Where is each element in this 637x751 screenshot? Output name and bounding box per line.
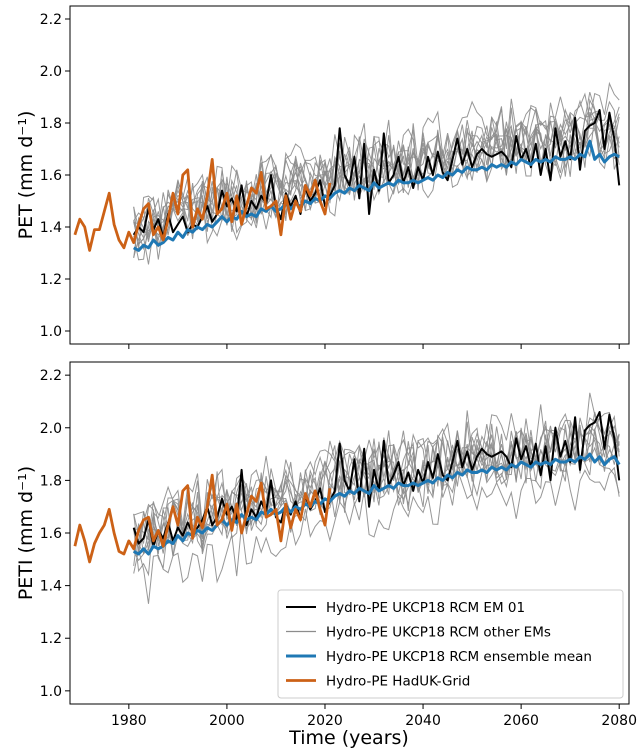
series-line-other-em — [133, 99, 620, 246]
legend: Hydro-PE UKCP18 RCM EM 01 Hydro-PE UKCP18… — [277, 589, 624, 699]
plot-area — [73, 81, 621, 265]
y-tick-label: 1.4 — [40, 579, 62, 595]
series-line-other-em — [133, 91, 620, 265]
y-axis-label: PETI (mm d⁻¹) — [15, 466, 37, 600]
y-tick-label: 2.2 — [40, 368, 62, 384]
y-tick-label: 2.2 — [40, 12, 62, 28]
x-tick-label: 2040 — [405, 713, 441, 729]
x-tick-label: 2080 — [601, 713, 637, 729]
x-tick-label: 2020 — [307, 713, 343, 729]
x-tick-label: 2060 — [503, 713, 539, 729]
series-line-mean — [132, 452, 621, 556]
y-tick-label: 2.0 — [40, 421, 62, 437]
series-line-other-em — [133, 111, 620, 258]
y-tick-label: 1.0 — [40, 684, 62, 700]
legend-box — [277, 589, 624, 699]
legend-label-others: Hydro-PE UKCP18 RCM other EMs — [326, 625, 551, 641]
y-tick-label: 1.2 — [40, 631, 62, 647]
legend-label-mean: Hydro-PE UKCP18 RCM ensemble mean — [326, 649, 592, 665]
legend-label-haduk: Hydro-PE HadUK-Grid — [326, 674, 470, 690]
x-tick-label: 2000 — [209, 713, 245, 729]
y-tick-label: 1.0 — [40, 324, 62, 340]
plot-area — [73, 392, 621, 604]
series-line-haduk — [73, 473, 332, 564]
series-line-haduk — [73, 157, 332, 252]
y-tick-label: 1.6 — [40, 526, 62, 542]
panel-peti: 1.0 1.2 1.4 1.6 1.8 2.0 2.2 1980 2000 2020 2040 206… — [15, 361, 637, 729]
panel-pet: 1.0 1.2 1.4 1.6 1.8 2.0 2.2 PET (mm d⁻¹) — [15, 5, 630, 349]
y-tick-label: 1.6 — [40, 168, 62, 184]
series-line-em01 — [132, 411, 621, 548]
y-tick-label: 1.2 — [40, 272, 62, 288]
y-tick-label: 1.8 — [40, 116, 62, 132]
series-line-other-em — [133, 461, 620, 604]
x-tick-label: 1980 — [111, 713, 147, 729]
y-tick-label: 1.8 — [40, 473, 62, 489]
series-line-mean — [132, 139, 620, 252]
x-axis-label: Time (years) — [288, 727, 409, 749]
legend-label-em01: Hydro-PE UKCP18 RCM EM 01 — [326, 600, 525, 616]
y-tick-label: 2.0 — [40, 64, 62, 80]
y-axis-label: PET (mm d⁻¹) — [15, 111, 37, 240]
y-tick-label: 1.4 — [40, 220, 62, 236]
axes-frame — [69, 5, 630, 345]
